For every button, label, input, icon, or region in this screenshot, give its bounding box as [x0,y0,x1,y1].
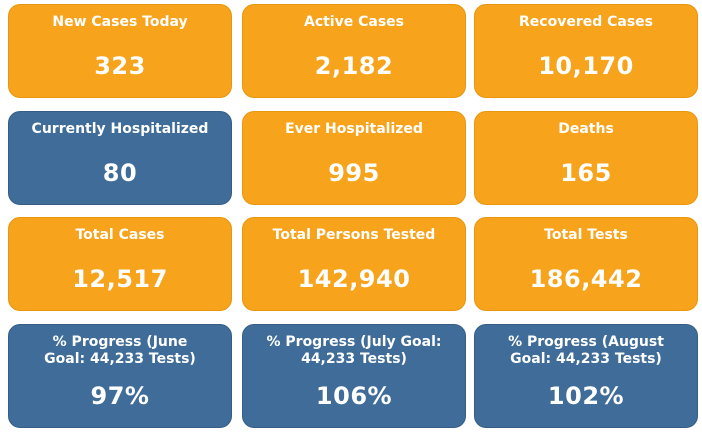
tile-value: 165 [560,159,612,187]
tile-value: 12,517 [72,265,168,293]
tile-label: Total Persons Tested [272,227,436,243]
tile-value: 106% [315,382,393,410]
tile-label: % Progress (August Goal: 44,233 Tests) [508,334,664,367]
tile-value: 142,940 [297,265,411,293]
tile-label: Ever Hospitalized [285,121,423,137]
tile-total-cases: Total Cases 12,517 [8,217,232,311]
tile-recovered-cases: Recovered Cases 10,170 [474,4,698,98]
tile-new-cases-today: New Cases Today 323 [8,4,232,98]
tile-label: % Progress (July Goal: 44,233 Tests) [266,334,442,367]
tile-value: 10,170 [538,52,634,80]
tile-progress-july: % Progress (July Goal: 44,233 Tests) 106… [242,324,466,428]
tile-label: Recovered Cases [519,14,653,30]
tile-label: New Cases Today [52,14,188,30]
tile-value: 186,442 [529,265,643,293]
tile-value: 2,182 [314,52,394,80]
tile-progress-june: % Progress (June Goal: 44,233 Tests) 97% [8,324,232,428]
tile-value: 323 [94,52,146,80]
tile-ever-hospitalized: Ever Hospitalized 995 [242,111,466,205]
tile-total-tests: Total Tests 186,442 [474,217,698,311]
tile-total-persons-tested: Total Persons Tested 142,940 [242,217,466,311]
tile-value: 80 [102,159,138,187]
tile-label: % Progress (June Goal: 44,233 Tests) [44,334,196,367]
tile-label: Currently Hospitalized [31,121,209,137]
tile-progress-august: % Progress (August Goal: 44,233 Tests) 1… [474,324,698,428]
tile-active-cases: Active Cases 2,182 [242,4,466,98]
tile-label: Total Cases [75,227,165,243]
tile-value: 102% [547,382,625,410]
tile-value: 97% [90,382,150,410]
tile-label: Active Cases [303,14,404,30]
tile-deaths: Deaths 165 [474,111,698,205]
tile-label: Total Tests [544,227,628,243]
tile-currently-hospitalized: Currently Hospitalized 80 [8,111,232,205]
tile-value: 995 [328,159,380,187]
tile-label: Deaths [558,121,614,137]
